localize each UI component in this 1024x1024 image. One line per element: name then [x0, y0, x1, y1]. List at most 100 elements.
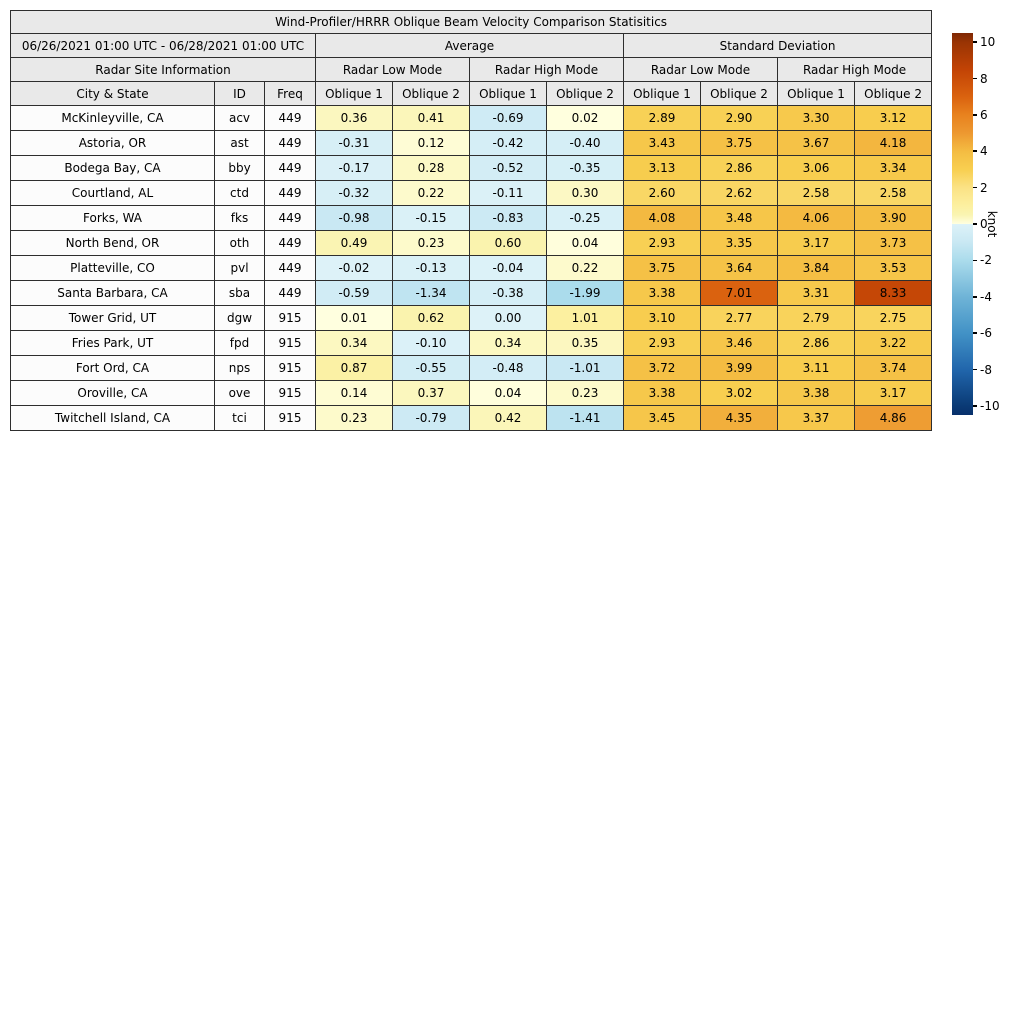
- value-cell: 3.17: [777, 230, 855, 256]
- value-cell: -0.79: [392, 405, 470, 431]
- column-header-id: ID: [214, 81, 265, 106]
- value-cell: 3.22: [853, 330, 933, 356]
- city-state-cell: Forks, WA: [10, 205, 215, 231]
- colorbar-tick: 4: [973, 145, 988, 157]
- colorbar-tick: 2: [973, 182, 988, 194]
- value-cell: 0.04: [469, 380, 547, 406]
- table-row: Tower Grid, UT dgw 915 0.01 0.62 0.00 1.01 3.10…: [10, 305, 933, 331]
- value-cell: 0.23: [546, 380, 624, 406]
- freq-cell: 449: [264, 205, 316, 231]
- table-row: Oroville, CA ove 915 0.14 0.37 0.04 0.23 3.38 3.…: [10, 380, 933, 406]
- value-cell: 0.30: [546, 180, 624, 206]
- value-cell: -1.99: [546, 280, 624, 306]
- value-cell: 0.62: [392, 305, 470, 331]
- value-cell: 3.84: [777, 255, 855, 281]
- table-row: North Bend, OR oth 449 0.49 0.23 0.60 0.04 2.93…: [10, 230, 933, 256]
- value-cell: 3.64: [700, 255, 778, 281]
- value-cell: 2.58: [777, 180, 855, 206]
- value-cell: 3.75: [700, 130, 778, 156]
- table-row: Bodega Bay, CA bby 449 -0.17 0.28 -0.52 -0.35 3…: [10, 155, 933, 181]
- site-id-cell: pvl: [214, 255, 265, 281]
- freq-cell: 915: [264, 380, 316, 406]
- freq-cell: 449: [264, 280, 316, 306]
- column-header-row: City & State ID Freq Oblique 1 Oblique 2…: [10, 81, 933, 106]
- colorbar-tick: -4: [973, 291, 992, 303]
- colorbar-tick-mark: [973, 368, 977, 371]
- colorbar-tick-label: -4: [980, 289, 992, 304]
- value-cell: 2.60: [623, 180, 701, 206]
- colorbar-tick: -8: [973, 364, 992, 376]
- value-cell: 3.06: [777, 155, 855, 181]
- group-header-row: 06/26/2021 01:00 UTC - 06/28/2021 01:00 …: [10, 33, 933, 58]
- value-cell: 3.35: [700, 230, 778, 256]
- colorbar-tick-mark: [973, 150, 977, 152]
- freq-cell: 449: [264, 105, 316, 131]
- stats-table: Wind-Profiler/HRRR Oblique Beam Velocity…: [9, 10, 933, 431]
- value-cell: 1.01: [546, 305, 624, 331]
- value-cell: -0.42: [469, 130, 547, 156]
- value-cell: 0.42: [469, 405, 547, 431]
- value-cell: 0.23: [392, 230, 470, 256]
- value-cell: 4.06: [777, 205, 855, 231]
- city-state-cell: Fries Park, UT: [10, 330, 215, 356]
- title-row: Wind-Profiler/HRRR Oblique Beam Velocity…: [9, 10, 933, 34]
- value-cell: 3.99: [700, 355, 778, 381]
- value-cell: 0.02: [546, 105, 624, 131]
- value-cell: -0.48: [469, 355, 547, 381]
- colorbar-tick-mark: [973, 296, 977, 298]
- colorbar-tick-mark: [973, 223, 977, 225]
- value-cell: 2.58: [853, 180, 933, 206]
- value-cell: 2.86: [777, 330, 855, 356]
- city-state-cell: Santa Barbara, CA: [10, 280, 215, 306]
- column-header-oblique: Oblique 2: [392, 81, 470, 106]
- colorbar-tick-label: -10: [980, 398, 1000, 413]
- value-cell: 7.01: [700, 280, 778, 306]
- city-state-cell: Fort Ord, CA: [10, 355, 215, 381]
- value-cell: 2.79: [777, 305, 855, 331]
- value-cell: -0.31: [315, 130, 393, 156]
- table-row: McKinleyville, CA acv 449 0.36 0.41 -0.69 0.02…: [10, 105, 933, 131]
- value-cell: 2.93: [623, 330, 701, 356]
- colorbar-tick-label: 6: [980, 107, 988, 122]
- table-row: Fort Ord, CA nps 915 0.87 -0.55 -0.48 -1.01 3.7…: [10, 355, 933, 381]
- value-cell: 3.48: [700, 205, 778, 231]
- column-header-freq: Freq: [264, 81, 316, 106]
- value-cell: -0.32: [315, 180, 393, 206]
- value-cell: 3.30: [777, 105, 855, 131]
- value-cell: 8.33: [853, 280, 933, 306]
- value-cell: 2.86: [700, 155, 778, 181]
- date-range-cell: 06/26/2021 01:00 UTC - 06/28/2021 01:00 …: [10, 33, 316, 58]
- column-header-oblique: Oblique 2: [700, 81, 778, 106]
- colorbar-tick-mark: [973, 332, 977, 334]
- value-cell: 3.11: [777, 355, 855, 381]
- freq-cell: 915: [264, 355, 316, 381]
- value-cell: 3.12: [853, 105, 933, 131]
- value-cell: 0.12: [392, 130, 470, 156]
- value-cell: 0.23: [315, 405, 393, 431]
- value-cell: 0.22: [546, 255, 624, 281]
- table-title: Wind-Profiler/HRRR Oblique Beam Velocity…: [9, 10, 933, 34]
- mode-header-std-low: Radar Low Mode: [623, 57, 778, 82]
- value-cell: 0.14: [315, 380, 393, 406]
- column-header-oblique: Oblique 2: [853, 81, 933, 106]
- city-state-cell: Courtland, AL: [10, 180, 215, 206]
- value-cell: 3.45: [623, 405, 701, 431]
- value-cell: 3.43: [623, 130, 701, 156]
- colorbar-tick-label: 2: [980, 180, 988, 195]
- colorbar-tick: -6: [973, 327, 992, 339]
- value-cell: 2.93: [623, 230, 701, 256]
- value-cell: 3.38: [623, 380, 701, 406]
- site-id-cell: bby: [214, 155, 265, 181]
- city-state-cell: Oroville, CA: [10, 380, 215, 406]
- colorbar: 10 8 6 4 2 0 -2 -4 -6 -8 -10 knot: [952, 33, 1022, 415]
- value-cell: -0.25: [546, 205, 624, 231]
- site-id-cell: tci: [214, 405, 265, 431]
- colorbar-tick: 0: [973, 218, 988, 230]
- freq-cell: 449: [264, 155, 316, 181]
- value-cell: 2.77: [700, 305, 778, 331]
- freq-cell: 449: [264, 130, 316, 156]
- city-state-cell: Platteville, CO: [10, 255, 215, 281]
- value-cell: 3.17: [853, 380, 933, 406]
- value-cell: 0.04: [546, 230, 624, 256]
- value-cell: 3.90: [853, 205, 933, 231]
